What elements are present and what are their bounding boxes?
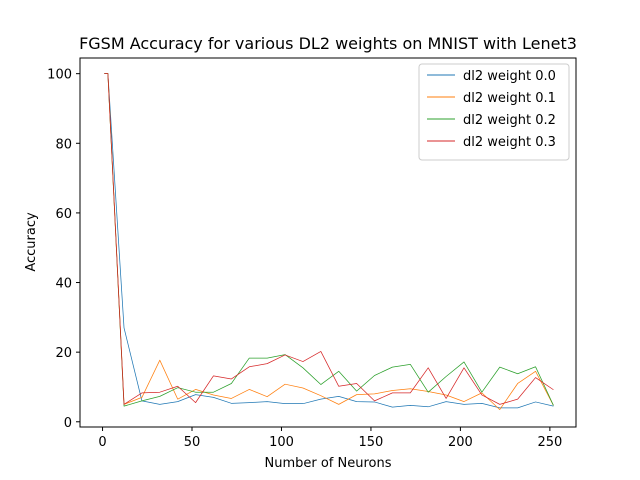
y-tick-label: 100 [47, 68, 72, 83]
plot-frame [79, 57, 577, 428]
y-tick-label: 40 [55, 277, 72, 292]
x-tick-label: 50 [184, 435, 201, 450]
y-axis: 0 20 40 60 80 100 [47, 68, 80, 431]
legend-entry: dl2 weight 0.1 [463, 91, 556, 106]
series-line-1 [104, 73, 554, 410]
x-axis: 0 50 100 150 200 250 [98, 427, 562, 450]
series-line-2 [104, 73, 554, 407]
y-tick-label: 0 [64, 416, 72, 431]
chart-title: FGSM Accuracy for various DL2 weights on… [79, 34, 577, 53]
series-line-3 [104, 73, 554, 405]
x-tick-label: 250 [537, 435, 562, 450]
legend-entry: dl2 weight 0.3 [463, 135, 556, 150]
y-tick-label: 20 [55, 346, 72, 361]
legend-entry: dl2 weight 0.0 [463, 69, 556, 84]
legend: dl2 weight 0.0 dl2 weight 0.1 dl2 weight 0… [418, 63, 570, 161]
x-axis-label: Number of Neurons [264, 456, 391, 471]
x-tick-label: 100 [269, 435, 294, 450]
x-tick-label: 150 [359, 435, 384, 450]
x-tick-label: 0 [98, 435, 106, 450]
plot-area [104, 73, 554, 410]
y-tick-label: 80 [55, 137, 72, 152]
legend-box [418, 63, 570, 161]
y-axis-label: Accuracy [24, 212, 39, 272]
y-tick-label: 60 [55, 207, 72, 222]
series-line-0 [104, 73, 554, 409]
x-tick-label: 200 [448, 435, 473, 450]
legend-entry: dl2 weight 0.2 [463, 113, 556, 128]
